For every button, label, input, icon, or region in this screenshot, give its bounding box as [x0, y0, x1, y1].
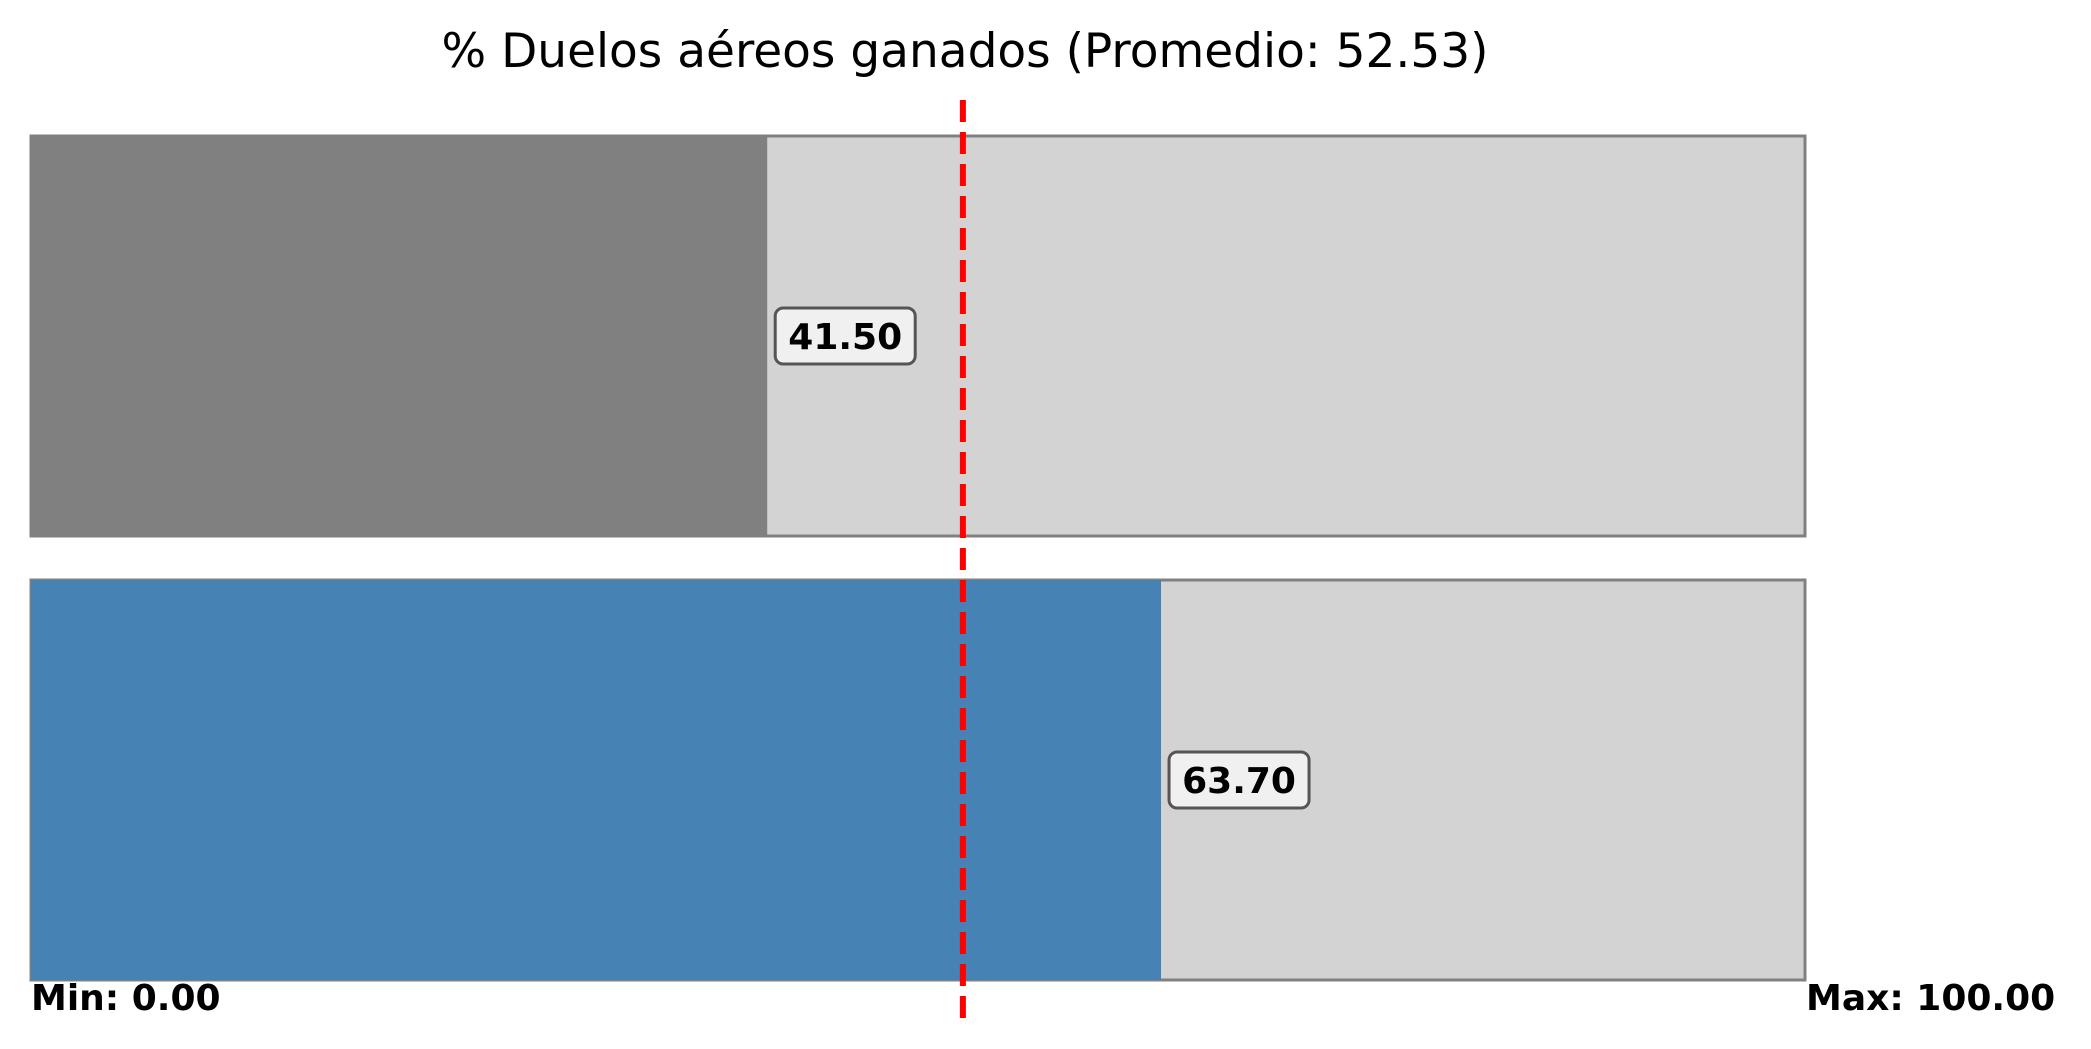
value-label-box-1	[773, 306, 917, 366]
bar-1	[31, 136, 768, 536]
value-label-box-2	[1167, 750, 1311, 810]
value-label-text-1: 41.50	[788, 317, 902, 358]
bars-layer	[29, 134, 1807, 982]
bar-2	[31, 580, 1162, 980]
chart-title: % Duelos aéreos ganados (Promedio: 52.53…	[442, 24, 1489, 79]
min-label: Min: 0.00	[31, 978, 221, 1019]
value-label-1: 41.50	[773, 306, 917, 366]
value-label-2: 63.70	[1167, 750, 1311, 810]
max-label: Max: 100.00	[1806, 978, 2055, 1019]
value-labels-layer: 41.50 63.70	[773, 306, 1311, 810]
value-label-text-2: 63.70	[1182, 761, 1296, 802]
